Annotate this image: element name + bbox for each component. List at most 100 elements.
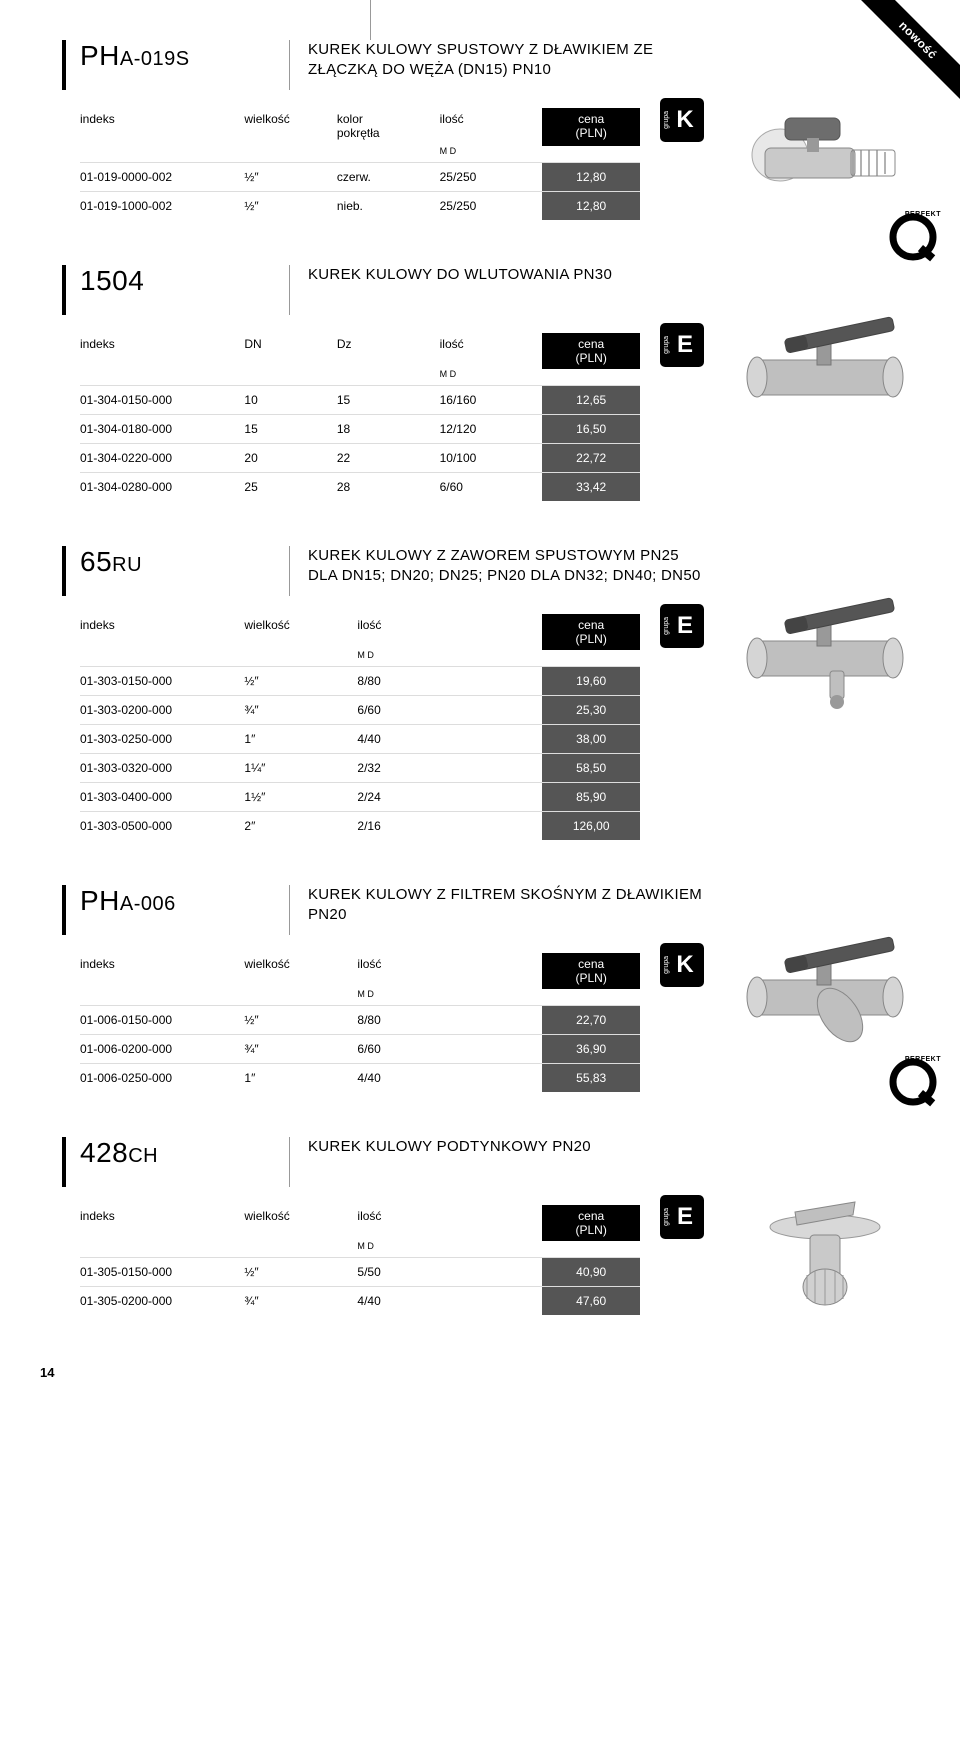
table-cell: 1¼″ xyxy=(244,754,357,783)
group-badge: grupaE xyxy=(660,323,704,367)
product-table: indekswielkośćilośćcena(PLN)M D01-006-01… xyxy=(80,953,640,1092)
table-cell: 15 xyxy=(337,386,440,415)
col-subheader: M D xyxy=(440,369,543,386)
table-cell: 01-303-0250-000 xyxy=(80,725,244,754)
col-header: ilość xyxy=(357,953,542,989)
product-section: PHA-006 KUREK KULOWY Z FILTREM SKOŚNYM Z… xyxy=(80,885,910,1092)
table-cell: 12/120 xyxy=(440,415,543,444)
table-row: 01-303-0200-000¾″6/6025,30 xyxy=(80,696,640,725)
product-image xyxy=(710,576,940,726)
table-row: 01-304-0180-000151812/12016,50 xyxy=(80,415,640,444)
table-cell: ¾″ xyxy=(244,696,357,725)
page-number: 14 xyxy=(40,1365,54,1380)
table-cell: 01-303-0500-000 xyxy=(80,812,244,841)
col-subheader: M D xyxy=(440,146,543,163)
table-cell: ½″ xyxy=(244,1258,357,1287)
col-header: DN xyxy=(244,333,336,369)
product-table: indekswielkośćkolorpokrętłailośćcena(PLN… xyxy=(80,108,640,220)
price-cell: 40,90 xyxy=(542,1258,640,1287)
table-cell: ½″ xyxy=(244,667,357,696)
table-cell: 6/60 xyxy=(357,1035,542,1064)
price-cell: 47,60 xyxy=(542,1287,640,1316)
table-cell: 25 xyxy=(244,473,336,502)
table-cell: nieb. xyxy=(337,192,440,221)
col-header: indeks xyxy=(80,333,244,369)
table-row: 01-305-0150-000½″5/5040,90 xyxy=(80,1258,640,1287)
product-table: indekswielkośćilośćcena(PLN)M D01-305-01… xyxy=(80,1205,640,1315)
group-badge: grupaK xyxy=(660,943,704,987)
table-row: 01-006-0200-000¾″6/6036,90 xyxy=(80,1035,640,1064)
price-cell: 85,90 xyxy=(542,783,640,812)
table-cell: 01-303-0400-000 xyxy=(80,783,244,812)
product-code: 428CH xyxy=(80,1137,290,1187)
price-cell: 22,72 xyxy=(542,444,640,473)
table-cell: 2/32 xyxy=(357,754,542,783)
col-header: indeks xyxy=(80,108,244,146)
table-cell: 01-019-1000-002 xyxy=(80,192,244,221)
table-row: 01-303-0400-0001½″2/2485,90 xyxy=(80,783,640,812)
table-cell: 01-006-0150-000 xyxy=(80,1006,244,1035)
col-header: wielkość xyxy=(244,614,357,650)
price-cell: 36,90 xyxy=(542,1035,640,1064)
col-subheader: M D xyxy=(357,989,542,1006)
col-header: wielkość xyxy=(244,1205,357,1241)
price-cell: 22,70 xyxy=(542,1006,640,1035)
product-code: 1504 xyxy=(80,265,290,315)
product-table: indekswielkośćilośćcena(PLN)M D01-303-01… xyxy=(80,614,640,840)
product-section: 428CH KUREK KULOWY PODTYNKOWY PN20 indek… xyxy=(80,1137,910,1315)
col-header: cena(PLN) xyxy=(542,614,640,650)
price-cell: 25,30 xyxy=(542,696,640,725)
table-cell: 10/100 xyxy=(440,444,543,473)
table-cell: 8/80 xyxy=(357,667,542,696)
table-row: 01-303-0250-0001″4/4038,00 xyxy=(80,725,640,754)
table-cell: 18 xyxy=(337,415,440,444)
table-cell: 01-305-0150-000 xyxy=(80,1258,244,1287)
table-cell: 4/40 xyxy=(357,1287,542,1316)
table-cell: 01-303-0320-000 xyxy=(80,754,244,783)
group-badge: grupaE xyxy=(660,1195,704,1239)
table-row: 01-019-0000-002½″czerw.25/25012,80 xyxy=(80,163,640,192)
group-badge: grupaE xyxy=(660,604,704,648)
group-badge: grupaK xyxy=(660,98,704,142)
table-cell: 01-304-0220-000 xyxy=(80,444,244,473)
col-header: ilość xyxy=(440,108,543,146)
table-cell: 25/250 xyxy=(440,163,543,192)
table-cell: 01-304-0180-000 xyxy=(80,415,244,444)
product-description: KUREK KULOWY Z FILTREM SKOŚNYM Z DŁAWIKI… xyxy=(290,885,710,926)
product-image xyxy=(710,915,940,1065)
product-table: indeksDNDzilośćcena(PLN)M D01-304-0150-0… xyxy=(80,333,640,501)
table-cell: 1″ xyxy=(244,1064,357,1093)
table-row: 01-303-0320-0001¼″2/3258,50 xyxy=(80,754,640,783)
table-row: 01-304-0220-000202210/10022,72 xyxy=(80,444,640,473)
table-row: 01-303-0500-0002″2/16126,00 xyxy=(80,812,640,841)
price-cell: 19,60 xyxy=(542,667,640,696)
price-cell: 38,00 xyxy=(542,725,640,754)
table-cell: ½″ xyxy=(244,163,336,192)
price-cell: 16,50 xyxy=(542,415,640,444)
product-description: KUREK KULOWY SPUSTOWY Z DŁAWIKIEM ZE ZŁĄ… xyxy=(290,40,710,81)
perfekt-q-logo: PERFEKT xyxy=(885,205,945,265)
product-image xyxy=(710,295,940,445)
table-cell: 01-006-0200-000 xyxy=(80,1035,244,1064)
col-header: ilość xyxy=(357,614,542,650)
table-cell: ½″ xyxy=(244,192,336,221)
table-cell: ¾″ xyxy=(244,1035,357,1064)
table-cell: ½″ xyxy=(244,1006,357,1035)
product-section: 1504 KUREK KULOWY DO WLUTOWANIA PN30 ind… xyxy=(80,265,910,501)
product-description: KUREK KULOWY PODTYNKOWY PN20 xyxy=(290,1137,591,1157)
table-cell: 16/160 xyxy=(440,386,543,415)
table-cell: ¾″ xyxy=(244,1287,357,1316)
table-cell: 1½″ xyxy=(244,783,357,812)
table-cell: czerw. xyxy=(337,163,440,192)
table-cell: 20 xyxy=(244,444,336,473)
col-header: cena(PLN) xyxy=(542,953,640,989)
table-row: 01-303-0150-000½″8/8019,60 xyxy=(80,667,640,696)
product-image xyxy=(710,70,940,220)
table-cell: 10 xyxy=(244,386,336,415)
perfekt-q-logo: PERFEKT xyxy=(885,1050,945,1110)
col-header: kolorpokrętła xyxy=(337,108,440,146)
col-subheader: M D xyxy=(357,1241,542,1258)
table-cell: 6/60 xyxy=(440,473,543,502)
product-section: 65RU KUREK KULOWY Z ZAWOREM SPUSTOWYM PN… xyxy=(80,546,910,840)
table-cell: 4/40 xyxy=(357,1064,542,1093)
